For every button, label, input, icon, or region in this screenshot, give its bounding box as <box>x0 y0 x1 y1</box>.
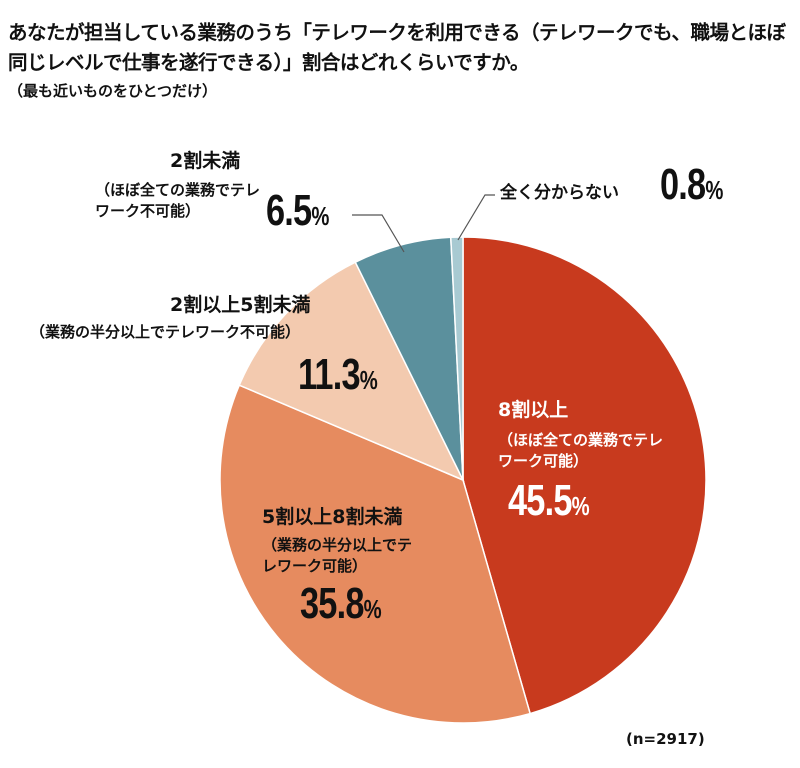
slice-category: 8割以上 <box>498 399 569 421</box>
slice-value: 45.5% <box>508 476 590 525</box>
slice-note: （業務の半分以上でテレワーク不可能） <box>30 323 301 341</box>
slice-value: 35.8% <box>300 579 382 628</box>
leader-line-unknown <box>457 194 495 241</box>
pie-slice-0 <box>462 236 707 715</box>
slice-note: （業務の半分以上でテレワーク可能） <box>262 536 413 575</box>
slice-label-5wari-8wari: 5割以上8割未満 （業務の半分以上でテレワーク可能） 35.8% <box>262 502 422 629</box>
pie-slice-2 <box>238 261 465 482</box>
sample-size: (n=2917) <box>626 730 705 748</box>
slice-label-2wari-5wari: 2割以上5割未満 <box>170 290 310 317</box>
leader-line-2wari-miman <box>352 214 405 253</box>
slice-value-2wari-5wari: 11.3% <box>298 350 378 399</box>
slice-category: 2割以上5割未満 <box>170 294 311 316</box>
slice-label-unknown: 全く分からない <box>500 183 619 203</box>
slice-value-2wari-miman: 6.5% <box>266 186 329 235</box>
pie-slice-1 <box>219 384 532 724</box>
slice-note: （ほぼ全ての業務でテレワーク不可能） <box>95 181 261 220</box>
slice-label-2wari-miman: 2割未満 <box>170 150 241 172</box>
chart-subtitle: （最も近いものをひとつだけ） <box>8 82 217 100</box>
chart-title: あなたが担当している業務のうち「テレワークを利用できる（テレワークでも、職場とほ… <box>8 21 786 74</box>
slice-value-unknown: 0.8% <box>660 160 723 209</box>
pie-slice-4 <box>449 236 464 481</box>
slice-note: （ほぼ全ての業務でテレワーク可能） <box>498 431 664 470</box>
slice-label-8wari-ijou: 8割以上 （ほぼ全ての業務でテレワーク可能） 45.5% <box>498 395 668 526</box>
slice-category: 5割以上8割未満 <box>262 506 403 528</box>
